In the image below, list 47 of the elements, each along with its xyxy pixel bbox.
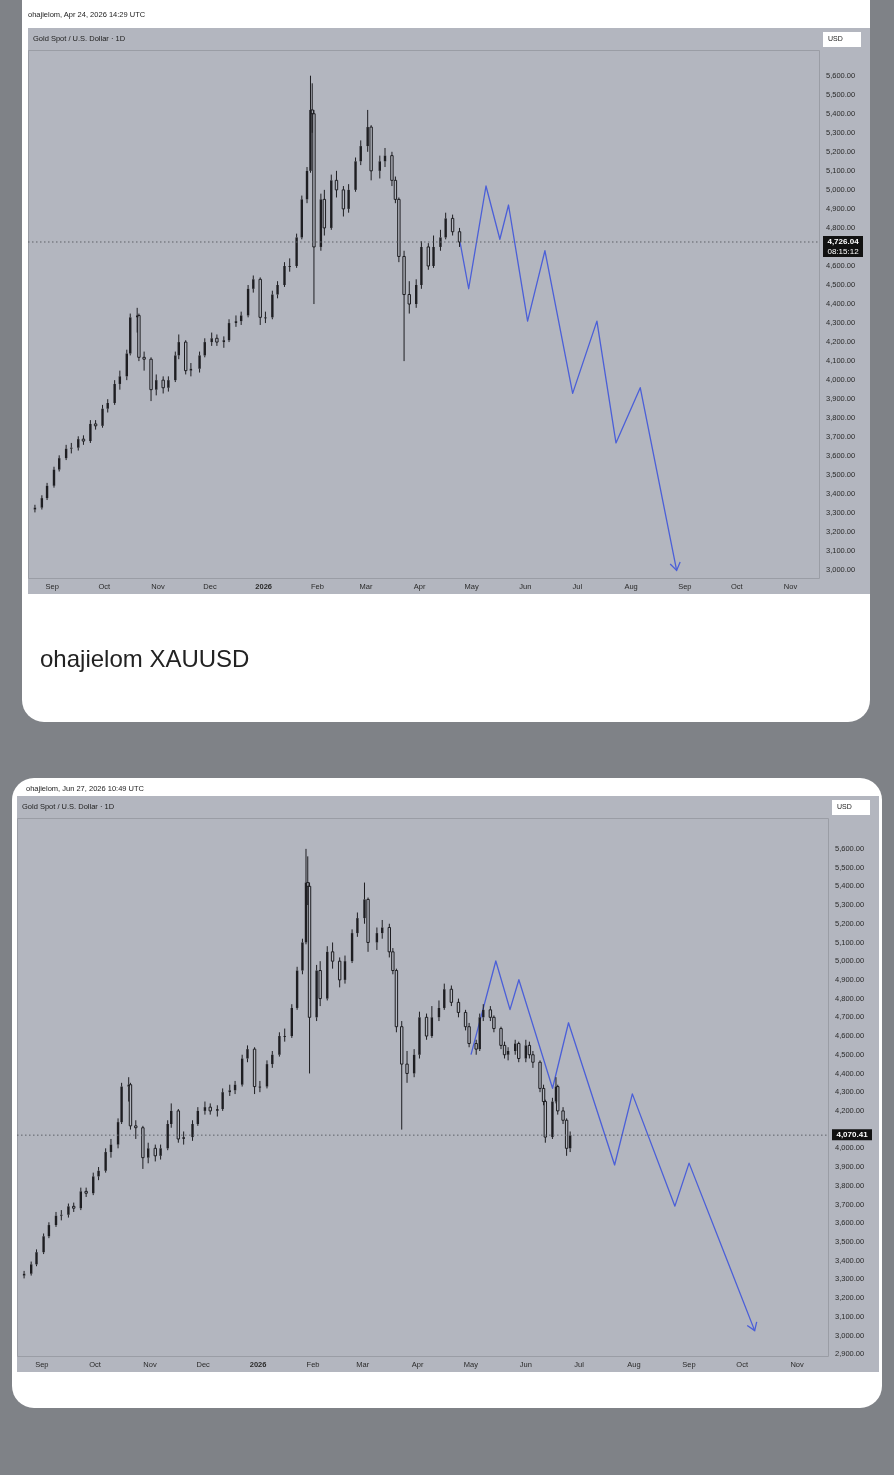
candlestick bbox=[356, 912, 359, 938]
candlestick bbox=[246, 1044, 249, 1063]
candlestick bbox=[60, 1209, 63, 1221]
candlestick bbox=[283, 261, 286, 288]
candlestick bbox=[347, 183, 350, 214]
candlestick bbox=[42, 1232, 45, 1255]
ref-line-label: 4,070.41 bbox=[836, 1130, 869, 1140]
candlestick bbox=[147, 1142, 150, 1164]
candlestick bbox=[22, 1270, 26, 1279]
candlestick bbox=[70, 442, 73, 454]
candlestick bbox=[35, 1248, 38, 1267]
candlestick bbox=[264, 311, 267, 324]
candlestick bbox=[439, 229, 442, 252]
candlestick bbox=[341, 185, 346, 217]
candlestick bbox=[89, 419, 92, 444]
candlestick bbox=[330, 941, 335, 970]
candlestick bbox=[166, 1119, 169, 1151]
candlestick bbox=[381, 919, 384, 940]
text: 08:15:12 bbox=[827, 247, 860, 257]
candlestick bbox=[288, 257, 291, 273]
ref-line-label: 4,726.04 bbox=[827, 237, 860, 247]
candlestick bbox=[208, 1102, 212, 1116]
candlestick bbox=[182, 1130, 185, 1146]
candlestick bbox=[215, 333, 219, 347]
candlestick bbox=[315, 964, 318, 1022]
candlestick bbox=[337, 956, 342, 988]
candlestick bbox=[97, 1166, 100, 1181]
candlestick bbox=[141, 1125, 145, 1170]
candlestick bbox=[113, 379, 116, 406]
candlestick bbox=[283, 1028, 286, 1043]
candlestick bbox=[278, 1031, 281, 1058]
candlestick bbox=[134, 1119, 138, 1140]
candlestick bbox=[221, 1087, 224, 1112]
candlestick bbox=[149, 356, 153, 402]
candlestick bbox=[191, 1119, 194, 1142]
candlestick bbox=[101, 404, 104, 429]
candlestick bbox=[216, 1104, 219, 1118]
candlestick bbox=[84, 1187, 88, 1198]
candlestick bbox=[271, 1050, 274, 1069]
candlestick bbox=[159, 1144, 162, 1161]
candlestick bbox=[258, 1080, 262, 1093]
candlestick bbox=[104, 1147, 107, 1174]
candlestick bbox=[258, 276, 262, 326]
candlestick bbox=[271, 290, 274, 320]
candlestick bbox=[167, 375, 170, 393]
candlestick bbox=[228, 1084, 231, 1097]
text: ohajielom XAUUSD bbox=[40, 645, 250, 673]
